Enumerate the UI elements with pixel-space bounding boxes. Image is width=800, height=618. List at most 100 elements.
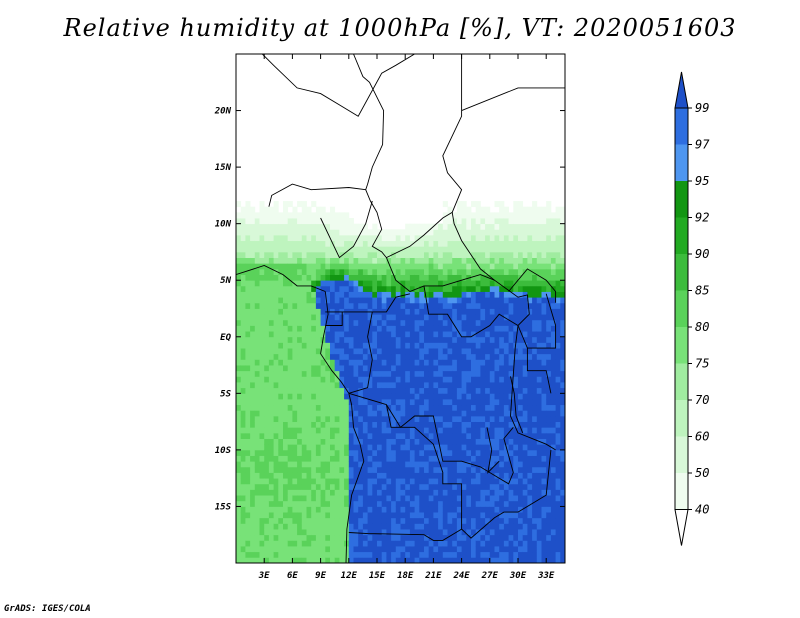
rh-cell [466, 478, 472, 485]
rh-cell [532, 495, 538, 502]
rh-cell [292, 285, 298, 292]
rh-cell [560, 534, 565, 541]
rh-cell [353, 331, 359, 338]
rh-cell [522, 348, 528, 355]
rh-cell [372, 455, 378, 462]
rh-cell [433, 308, 439, 315]
rh-cell [447, 297, 453, 304]
rh-cell [456, 489, 462, 496]
rh-cell [485, 517, 491, 524]
rh-cell [273, 427, 279, 434]
rh-cell [456, 438, 462, 445]
rh-cell [259, 348, 265, 355]
rh-cell [268, 529, 274, 536]
rh-cell [264, 461, 270, 468]
rh-cell [485, 466, 491, 473]
rh-cell [560, 206, 565, 213]
rh-cell [499, 523, 505, 530]
rh-cell [301, 234, 307, 242]
rh-cell [306, 529, 312, 536]
rh-cell [362, 393, 368, 400]
rh-cell [527, 229, 533, 236]
rh-cell [344, 455, 350, 462]
rh-cell [264, 280, 270, 287]
rh-cell [325, 240, 331, 247]
rh-cell [452, 297, 458, 304]
rh-cell [391, 432, 397, 439]
rh-cell [236, 415, 242, 423]
rh-cell [287, 223, 293, 230]
rh-cell [297, 336, 303, 343]
rh-cell [283, 353, 289, 360]
rh-cell [419, 517, 425, 524]
rh-cell [480, 268, 486, 275]
rh-cell [522, 365, 528, 372]
rh-cell [428, 257, 434, 264]
rh-cell [513, 302, 519, 309]
rh-cell [527, 325, 533, 332]
rh-cell [438, 331, 444, 338]
rh-cell [499, 382, 505, 389]
rh-cell [405, 365, 411, 372]
rh-cell [424, 359, 430, 366]
rh-cell [419, 444, 425, 451]
rh-cell [377, 449, 383, 456]
rh-cell [278, 393, 284, 400]
rh-cell [362, 461, 368, 468]
x-axis: 3E 6E 9E 12E 15E 18E 21E 24E 27E 30E 33E [258, 54, 555, 581]
rh-cell [292, 257, 298, 264]
rh-cell [325, 415, 331, 423]
rh-cell [236, 285, 242, 292]
rh-cell [362, 336, 368, 343]
rh-cell [348, 438, 354, 445]
rh-cell [475, 393, 481, 400]
rh-cell [325, 551, 331, 558]
rh-cell [381, 517, 387, 524]
rh-cell [400, 387, 406, 394]
rh-cell [555, 506, 561, 513]
rh-cell [480, 331, 486, 338]
rh-cell [367, 489, 373, 496]
rh-cell [273, 359, 279, 366]
rh-cell [447, 370, 453, 377]
rh-cell [283, 398, 289, 406]
rh-cell [268, 410, 274, 417]
rh-cell [409, 325, 415, 332]
rh-cell [522, 263, 528, 270]
rh-cell [292, 489, 298, 496]
rh-cell [311, 534, 317, 541]
rh-cell [485, 319, 491, 326]
rh-cell [273, 331, 279, 338]
rh-cell [405, 229, 411, 236]
rh-cell [489, 370, 495, 377]
rh-cell [259, 268, 265, 275]
rh-cell [489, 251, 495, 258]
rh-cell [301, 280, 307, 287]
rh-cell [306, 212, 312, 219]
rh-cell [433, 534, 439, 541]
rh-cell [560, 478, 565, 485]
rh-cell [311, 331, 317, 338]
rh-cell [409, 478, 415, 485]
rh-cell [428, 415, 434, 423]
rh-cell [264, 218, 270, 225]
rh-cell [278, 427, 284, 434]
rh-cell [278, 461, 284, 468]
rh-cell [259, 297, 265, 304]
rh-cell [485, 314, 491, 321]
rh-cell [419, 421, 425, 428]
rh-cell [409, 365, 415, 372]
rh-cell [405, 506, 411, 513]
rh-cell [268, 398, 274, 406]
rh-cell [536, 461, 542, 468]
rh-cell [508, 257, 514, 264]
rh-cell [339, 359, 345, 366]
rh-cell [560, 218, 565, 225]
rh-cell [287, 421, 293, 428]
rh-cell [259, 546, 265, 553]
rh-cell [522, 529, 528, 536]
rh-cell [254, 523, 260, 530]
rh-cell [311, 472, 317, 479]
rh-cell [287, 342, 293, 349]
rh-cell [560, 325, 565, 332]
